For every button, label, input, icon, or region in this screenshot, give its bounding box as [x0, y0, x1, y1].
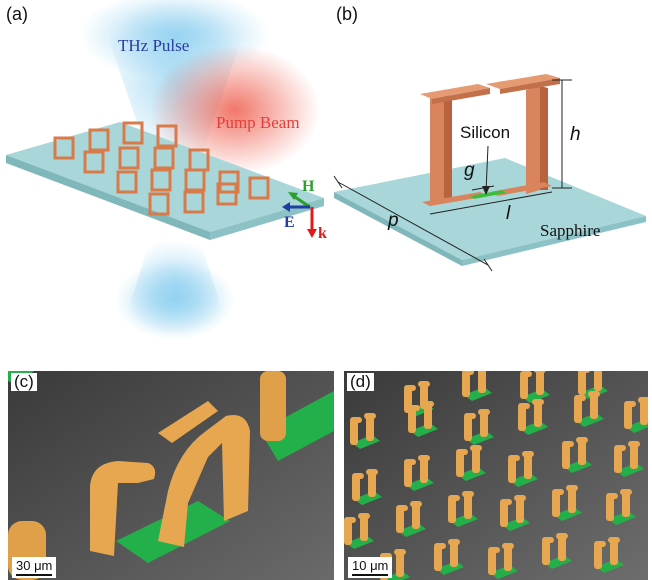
g-dim-line [471, 185, 495, 191]
scale-bar-c-line [16, 574, 53, 576]
panel-b-label: (b) [336, 4, 358, 24]
scale-bar-c-text: 30 μm [16, 558, 53, 573]
panel-a: (a) [0, 0, 330, 340]
panel-d-sem-image: (d) 10 μm [344, 371, 648, 580]
thz-beam-bottom-glow [115, 260, 235, 340]
scale-bar-d: 10 μm [348, 557, 393, 578]
p-dim-line [337, 181, 489, 266]
l-dimension-label: l [506, 203, 511, 224]
substrate-a [6, 122, 324, 232]
panel-b: (b) Silicon Sapphire h g l p [330, 0, 652, 340]
substrate-b-edge [334, 192, 462, 266]
panel-d-label: (d) [347, 373, 374, 391]
thz-pulse-label: THz Pulse [118, 36, 190, 55]
scale-bar-d-line [352, 574, 389, 576]
panel-a-label: (a) [6, 4, 28, 24]
silicon-label: Silicon [460, 123, 511, 142]
sem-c-illustration [8, 371, 334, 580]
ring [218, 170, 240, 194]
ring [122, 121, 144, 145]
ring [183, 190, 205, 214]
ring [53, 136, 75, 160]
p-dimension-label: p [388, 210, 399, 231]
ring [118, 146, 140, 170]
panel-a-illustration [6, 0, 324, 340]
pump-beam-label: Pump Beam [216, 113, 300, 132]
k-vector-label: k [318, 225, 327, 242]
l-dim-line [429, 191, 553, 215]
h-field-label: H [302, 178, 315, 195]
ring [150, 168, 172, 192]
scale-bar-d-text: 10 μm [352, 558, 389, 573]
ring [153, 146, 175, 170]
pump-beam [150, 45, 320, 175]
sapphire-label: Sapphire [540, 221, 601, 240]
left-pillar [430, 94, 444, 204]
panel-c-sem-image: (c) 30 μm [8, 371, 334, 580]
e-field-label: E [284, 214, 295, 231]
ring [216, 182, 238, 206]
substrate-b-edge-right [462, 216, 646, 266]
panel-b-illustration [333, 74, 646, 272]
ring [184, 168, 206, 192]
h-dimension-label: h [570, 124, 581, 145]
ring [83, 150, 105, 174]
ring-array [53, 121, 270, 216]
ring [116, 170, 138, 194]
silicon-patch [470, 190, 506, 199]
bottom-pad-right [490, 182, 552, 196]
left-top-plate [420, 84, 490, 99]
silicon-pointer [485, 145, 489, 193]
substrate-a-edge [6, 155, 210, 240]
g-dimension-label: g [464, 160, 475, 181]
substrate-b [334, 158, 646, 260]
right-top-plate [486, 74, 560, 89]
panel-c-label: (c) [11, 373, 37, 391]
sem-d-illustration [344, 371, 648, 580]
ring [148, 192, 170, 216]
ring [248, 176, 270, 200]
right-pillar [526, 86, 540, 194]
ring [88, 128, 110, 152]
ring [156, 124, 178, 148]
scale-bar-c: 30 μm [12, 557, 57, 578]
bottom-pad-left [422, 192, 488, 206]
